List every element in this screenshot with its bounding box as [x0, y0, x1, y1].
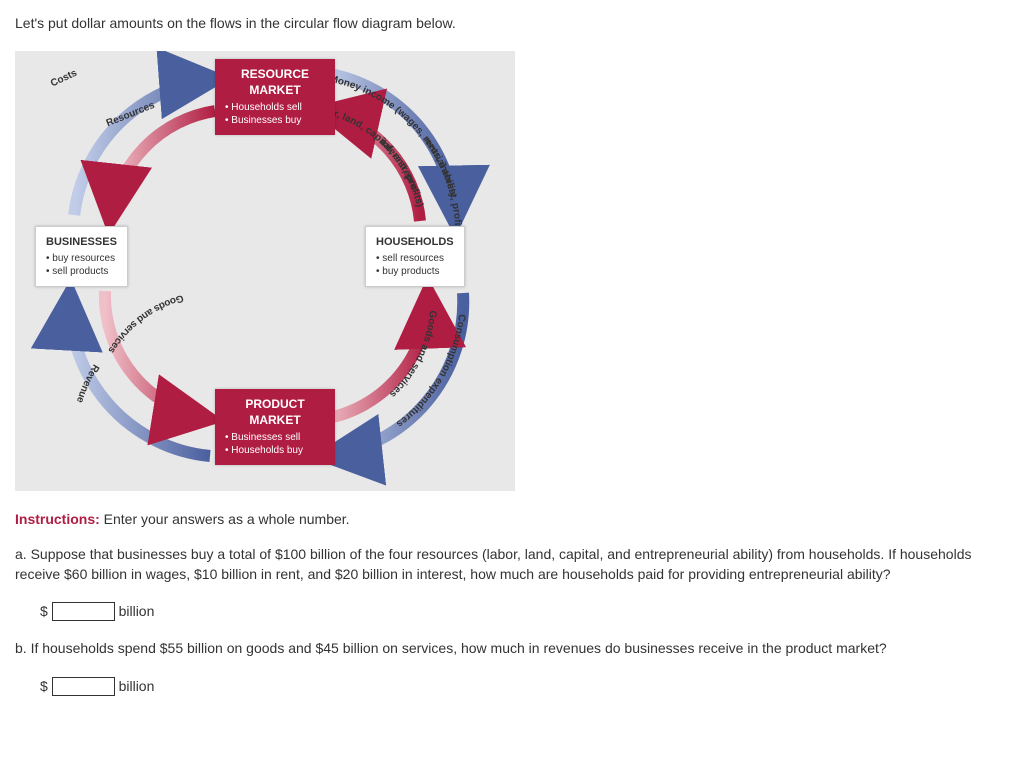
resource-market-item: • Households sell [225, 101, 325, 114]
households-item: • sell resources [376, 252, 454, 265]
svg-text:Revenue: Revenue [74, 362, 101, 404]
resources-label: Resources [105, 100, 157, 129]
dollar-sign: $ [40, 678, 48, 694]
answer-b-row: $ billion [40, 677, 1013, 696]
product-market-node: PRODUCT MARKET • Businesses sell • House… [215, 389, 335, 465]
households-title: HOUSEHOLDS [376, 235, 454, 249]
svg-text:neurial ability: neurial ability [421, 136, 459, 200]
answer-b-input[interactable] [52, 677, 115, 696]
circular-flow-diagram: Money income (wages, rents, interest, pr… [15, 51, 515, 491]
businesses-node: BUSINESSES • buy resources • sell produc… [35, 226, 128, 287]
instructions-label: Instructions: [15, 511, 100, 527]
product-market-title: PRODUCT MARKET [225, 397, 325, 428]
question-a: a. Suppose that businesses buy a total o… [15, 545, 1013, 584]
billion-label: billion [119, 603, 155, 619]
svg-text:Consumption expenditures: Consumption expenditures [394, 314, 467, 430]
billion-label: billion [119, 678, 155, 694]
answer-a-row: $ billion [40, 602, 1013, 621]
svg-text:interest, profits): interest, profits) [377, 137, 425, 209]
answer-a-input[interactable] [52, 602, 115, 621]
households-node: HOUSEHOLDS • sell resources • buy produc… [365, 226, 465, 287]
resource-market-item: • Businesses buy [225, 114, 325, 127]
resource-market-title: RESOURCE MARKET [225, 67, 325, 98]
dollar-sign: $ [40, 603, 48, 619]
households-item: • buy products [376, 265, 454, 278]
svg-text:Goods and services: Goods and services [387, 310, 438, 400]
businesses-item: • buy resources [46, 252, 117, 265]
intro-text: Let's put dollar amounts on the flows in… [15, 15, 1013, 31]
costs-label: Costs [49, 68, 79, 90]
resource-market-node: RESOURCE MARKET • Households sell • Busi… [215, 59, 335, 135]
businesses-title: BUSINESSES [46, 235, 117, 249]
instructions-text: Enter your answers as a whole number. [100, 511, 350, 527]
instructions-line: Instructions: Enter your answers as a wh… [15, 511, 1013, 527]
businesses-item: • sell products [46, 265, 117, 278]
question-b: b. If households spend $55 billion on go… [15, 639, 1013, 659]
svg-text:Goods and services: Goods and services [105, 292, 184, 355]
product-market-item: • Households buy [225, 444, 325, 457]
product-market-item: • Businesses sell [225, 431, 325, 444]
